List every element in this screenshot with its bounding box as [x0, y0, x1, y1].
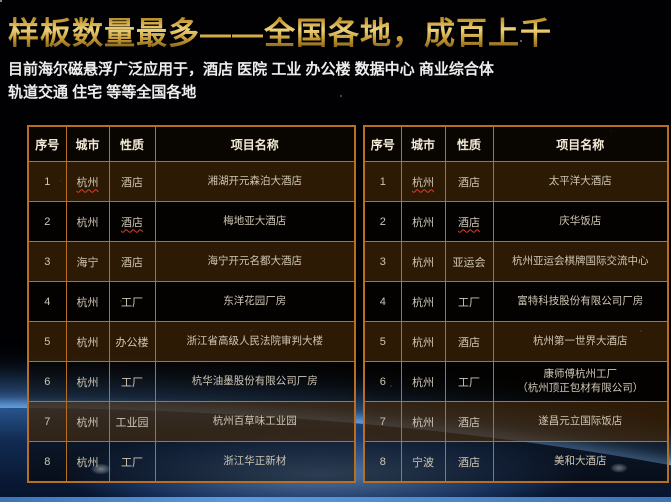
table-row: 7 杭州 工业园 杭州百草味工业园: [27, 401, 356, 442]
cell-project-name: 太平洋大酒店: [492, 161, 669, 202]
cell-city: 杭州: [65, 361, 110, 402]
table-row: 3 海宁 酒店 海宁开元名都大酒店: [27, 241, 356, 282]
cell-no: 8: [27, 441, 67, 483]
table-row: 3 杭州 亚运会 杭州亚运会棋牌国际交流中心: [363, 241, 669, 282]
cell-project-name: 杭州亚运会棋牌国际交流中心: [492, 241, 669, 282]
cell-type: 工厂: [108, 441, 156, 483]
cell-no: 7: [363, 401, 402, 442]
cell-type: 亚运会: [444, 241, 494, 282]
cell-type: 工厂: [108, 281, 156, 322]
cell-city: 杭州: [400, 201, 446, 242]
cell-no: 3: [363, 241, 402, 282]
cell-type: 酒店: [108, 241, 156, 282]
cell-no: 6: [27, 361, 67, 402]
col-header-city: 城市: [65, 125, 110, 162]
cell-type: 酒店: [444, 441, 494, 483]
cell-type: 办公楼: [108, 321, 156, 362]
cell-city: 杭州: [400, 401, 446, 442]
cell-city: 杭州: [65, 161, 110, 202]
left-project-table: 序号 城市 性质 项目名称 1 杭州 酒店 湘湖开元森泊大酒店 2 杭州 酒店 …: [27, 125, 356, 483]
table-header-row: 序号 城市 性质 项目名称: [27, 125, 356, 162]
cell-type: 酒店: [444, 201, 494, 242]
col-header-type: 性质: [444, 125, 494, 162]
slide-subtitle: 目前海尔磁悬浮广泛应用于，酒店 医院 工业 办公楼 数据中心 商业综合体 轨道交…: [8, 61, 494, 102]
cell-city: 杭州: [65, 441, 110, 483]
cell-type: 工厂: [108, 361, 156, 402]
cell-project-name: 康师傅杭州工厂 （杭州顶正包材有限公司）: [492, 361, 669, 402]
cell-no: 3: [27, 241, 67, 282]
table-row: 1 杭州 酒店 湘湖开元森泊大酒店: [27, 161, 356, 202]
cell-city: 杭州: [65, 201, 110, 242]
table-row: 4 杭州 工厂 富特科技股份有限公司厂房: [363, 281, 669, 322]
table-row: 5 杭州 酒店 杭州第一世界大酒店: [363, 321, 669, 362]
cell-city: 杭州: [400, 281, 446, 322]
cell-city: 杭州: [65, 401, 110, 442]
cell-project-name: 富特科技股份有限公司厂房: [492, 281, 669, 322]
cell-no: 7: [27, 401, 67, 442]
table-row: 1 杭州 酒店 太平洋大酒店: [363, 161, 669, 202]
table-header-row: 序号 城市 性质 项目名称: [363, 125, 669, 162]
cell-city: 杭州: [65, 281, 110, 322]
cell-city: 杭州: [400, 241, 446, 282]
col-header-no: 序号: [363, 125, 402, 162]
cell-type: 酒店: [108, 201, 156, 242]
cell-city: 杭州: [400, 161, 446, 202]
cell-no: 8: [363, 441, 402, 483]
cell-project-name: 浙江华正新材: [154, 441, 356, 483]
table-row: 7 杭州 酒店 遂昌元立国际饭店: [363, 401, 669, 442]
cell-type: 工业园: [108, 401, 156, 442]
col-header-project: 项目名称: [492, 125, 669, 162]
cell-project-name: 杭州百草味工业园: [154, 401, 356, 442]
cell-project-name: 东洋花园厂房: [154, 281, 356, 322]
table-row: 5 杭州 办公楼 浙江省高级人民法院审判大楼: [27, 321, 356, 362]
cell-type: 酒店: [444, 401, 494, 442]
table-row: 6 杭州 工厂 康师傅杭州工厂 （杭州顶正包材有限公司）: [363, 361, 669, 402]
bottom-accent-bar: [0, 497, 671, 502]
slide-title: 样板数量最多——全国各地，成百上千: [8, 8, 552, 53]
cell-project-name: 梅地亚大酒店: [154, 201, 356, 242]
cell-type: 酒店: [444, 321, 494, 362]
cell-no: 5: [27, 321, 67, 362]
cell-type: 工厂: [444, 281, 494, 322]
cell-no: 2: [363, 201, 402, 242]
cell-project-name: 美和大酒店: [492, 441, 669, 483]
cell-city: 海宁: [65, 241, 110, 282]
cell-type: 工厂: [444, 361, 494, 402]
cell-no: 4: [363, 281, 402, 322]
table-row: 2 杭州 酒店 庆华饭店: [363, 201, 669, 242]
cell-no: 1: [27, 161, 67, 202]
cell-no: 2: [27, 201, 67, 242]
cell-project-name: 遂昌元立国际饭店: [492, 401, 669, 442]
cell-city: 杭州: [400, 361, 446, 402]
col-header-type: 性质: [108, 125, 156, 162]
cell-no: 5: [363, 321, 402, 362]
cell-city: 杭州: [65, 321, 110, 362]
table-row: 8 宁波 酒店 美和大酒店: [363, 441, 669, 483]
table-row: 8 杭州 工厂 浙江华正新材: [27, 441, 356, 483]
col-header-no: 序号: [27, 125, 67, 162]
cell-type: 酒店: [444, 161, 494, 202]
table-row: 2 杭州 酒店 梅地亚大酒店: [27, 201, 356, 242]
cell-no: 6: [363, 361, 402, 402]
cell-city: 杭州: [400, 321, 446, 362]
cell-project-name: 浙江省高级人民法院审判大楼: [154, 321, 356, 362]
table-row: 4 杭州 工厂 东洋花园厂房: [27, 281, 356, 322]
right-project-table: 序号 城市 性质 项目名称 1 杭州 酒店 太平洋大酒店 2 杭州 酒店 庆华饭…: [363, 125, 669, 483]
col-header-project: 项目名称: [154, 125, 356, 162]
cell-project-name: 湘湖开元森泊大酒店: [154, 161, 356, 202]
cell-no: 1: [363, 161, 402, 202]
cell-city: 宁波: [400, 441, 446, 483]
cell-no: 4: [27, 281, 67, 322]
cell-project-name: 杭华油墨股份有限公司厂房: [154, 361, 356, 402]
col-header-city: 城市: [400, 125, 446, 162]
cell-project-name: 杭州第一世界大酒店: [492, 321, 669, 362]
table-row: 6 杭州 工厂 杭华油墨股份有限公司厂房: [27, 361, 356, 402]
cell-project-name: 海宁开元名都大酒店: [154, 241, 356, 282]
cell-project-name: 庆华饭店: [492, 201, 669, 242]
cell-type: 酒店: [108, 161, 156, 202]
